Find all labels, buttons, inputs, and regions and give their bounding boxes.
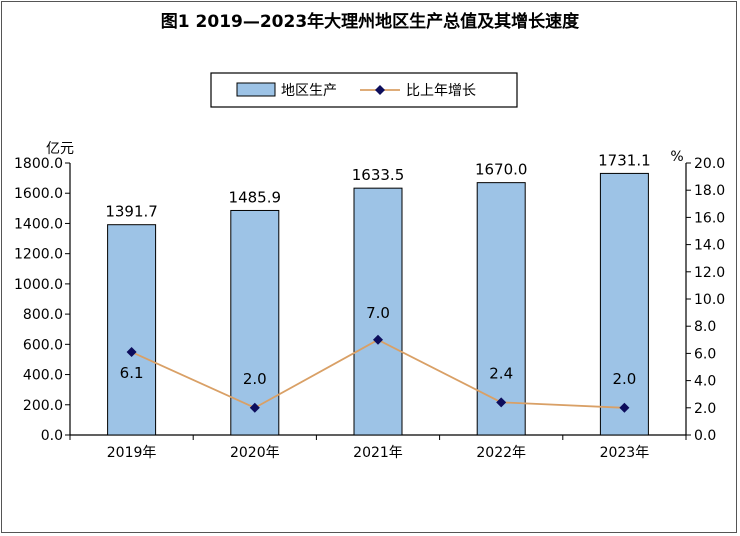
y-right-tick-label: 6.0 xyxy=(694,346,716,362)
legend-marker-swatch xyxy=(375,85,385,95)
y-left-tick-label: 0.0 xyxy=(41,428,63,444)
bar xyxy=(599,172,649,436)
y-right-tick-label: 14.0 xyxy=(694,238,725,254)
y-left-tick-label: 600.0 xyxy=(23,337,63,353)
y-right-tick-label: 2.0 xyxy=(694,401,716,417)
growth-marker xyxy=(249,402,260,413)
x-tick-label: 2019年 xyxy=(107,445,157,461)
y-right-tick-label: 8.0 xyxy=(694,319,716,335)
growth-data-label: 2.0 xyxy=(243,370,267,388)
bar xyxy=(476,182,526,436)
bar xyxy=(107,224,157,436)
bar-data-label: 1391.7 xyxy=(105,203,158,221)
y-right-tick-label: 12.0 xyxy=(694,265,725,281)
growth-data-label: 2.0 xyxy=(612,370,636,388)
y-left-tick-label: 1000.0 xyxy=(14,277,63,293)
growth-marker xyxy=(373,334,383,345)
bar xyxy=(230,209,280,436)
growth-marker xyxy=(126,347,137,358)
y-right-unit: % xyxy=(670,149,683,165)
y-left-tick-label: 200.0 xyxy=(23,398,63,414)
growth-marker xyxy=(496,397,507,408)
legend-bar-swatch xyxy=(236,82,276,97)
legend: 地区生产 比上年增长 xyxy=(210,72,518,108)
y-left-tick-label: 1400.0 xyxy=(14,216,63,232)
x-tick-label: 2022年 xyxy=(476,445,526,461)
y-right-tick-label: 16.0 xyxy=(694,210,725,226)
legend-line-label: 比上年增长 xyxy=(406,83,476,99)
y-left-tick-label: 1200.0 xyxy=(14,247,63,263)
y-left-tick-label: 800.0 xyxy=(23,307,63,323)
y-right-tick-label: 20.0 xyxy=(694,156,725,172)
y-left-tick-label: 400.0 xyxy=(23,368,63,384)
y-left-tick-label: 1800.0 xyxy=(14,156,63,172)
x-tick-label: 2023年 xyxy=(600,445,650,461)
y-right-tick-label: 18.0 xyxy=(694,183,725,199)
bar-data-label: 1485.9 xyxy=(229,188,282,206)
growth-data-label: 7.0 xyxy=(366,304,390,322)
growth-data-label: 6.1 xyxy=(120,364,144,382)
y-left-unit: 亿元 xyxy=(46,141,74,157)
bar-data-label: 1670.0 xyxy=(475,161,528,179)
growth-marker xyxy=(619,402,630,413)
y-right-tick-label: 10.0 xyxy=(694,292,725,308)
y-left-tick-label: 1600.0 xyxy=(14,186,63,202)
bar-data-label: 1731.1 xyxy=(598,151,651,169)
x-tick-label: 2021年 xyxy=(353,445,403,461)
growth-data-label: 2.4 xyxy=(489,364,513,382)
bar xyxy=(353,187,403,436)
y-right-tick-label: 4.0 xyxy=(694,374,716,390)
x-tick-label: 2020年 xyxy=(230,445,280,461)
plot-area: 0.0 200.0 400.0 600.0 800.0 1000.0 1200.0 1400.… xyxy=(14,151,725,461)
legend-bar-label: 地区生产 xyxy=(281,83,337,99)
bar-data-label: 1633.5 xyxy=(352,166,405,184)
y-right-tick-label: 0.0 xyxy=(694,428,716,444)
chart-title: 图1 2019—2023年大理州地区生产总值及其增长速度 xyxy=(161,11,580,32)
